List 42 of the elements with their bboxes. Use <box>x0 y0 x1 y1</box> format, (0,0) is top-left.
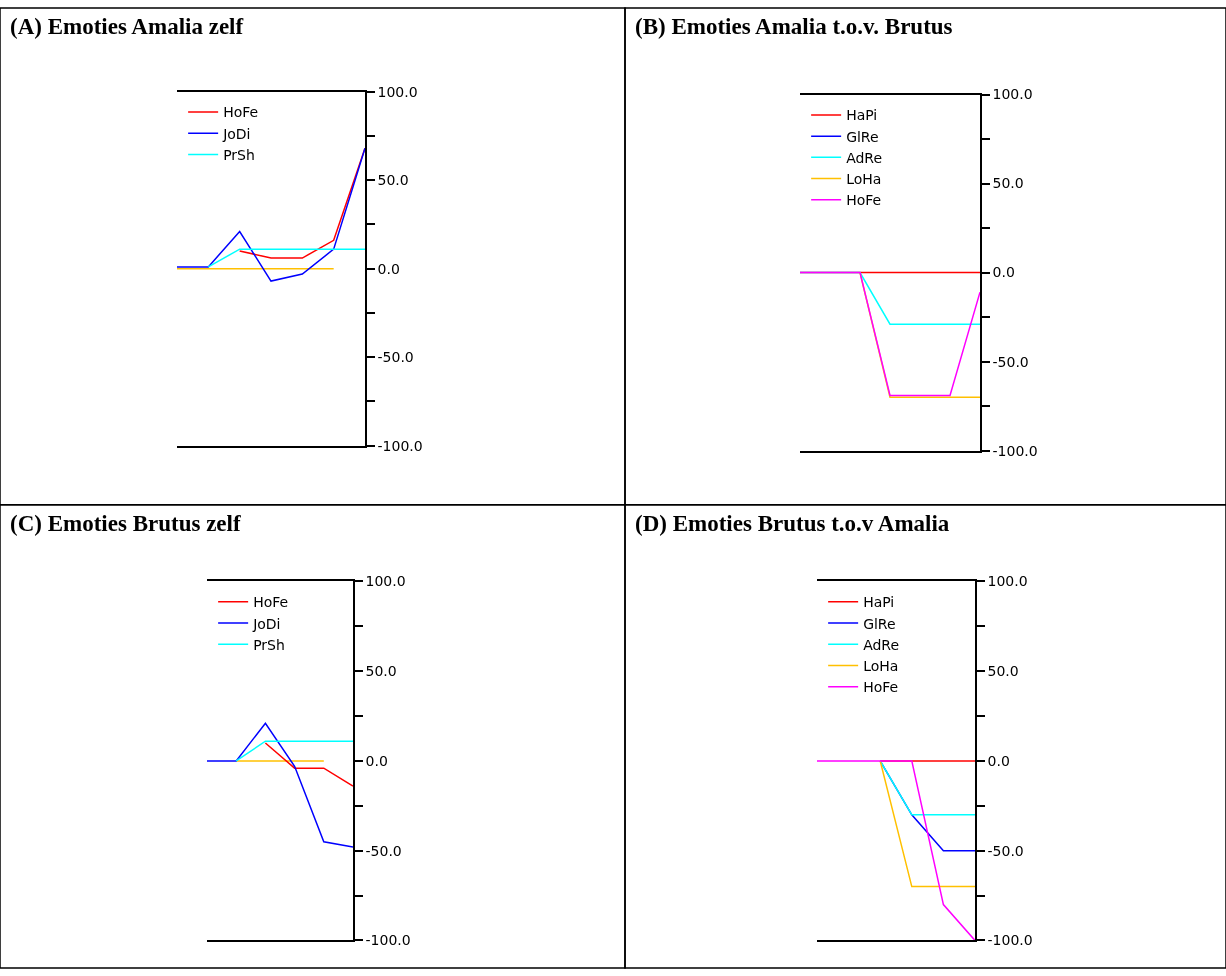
legend-label: JoDi <box>252 615 281 632</box>
legend-label: PrSh <box>223 146 255 163</box>
y-tick-label: 0.0 <box>365 752 388 769</box>
y-tick-label: -100.0 <box>377 437 423 454</box>
legend-label: GlRe <box>863 615 896 632</box>
y-tick-label: -50.0 <box>365 842 402 859</box>
legend-label: AdRe <box>863 636 900 653</box>
legend-label: HoFe <box>253 594 289 611</box>
legend-label: JoDi <box>222 125 251 142</box>
line-series <box>207 722 353 848</box>
legend-label: LoHa <box>846 171 882 188</box>
legend-label: HoFe <box>223 104 259 121</box>
legend-label: HaPi <box>846 107 878 124</box>
legend-label: AdRe <box>846 149 883 166</box>
y-tick-label: -50.0 <box>992 353 1029 370</box>
chart-title: (C) Emoties Brutus zelf <box>10 511 241 536</box>
y-tick-label: 100.0 <box>365 573 406 590</box>
legend-label: HoFe <box>846 192 882 209</box>
legend-label: GlRe <box>846 128 879 145</box>
y-tick-label: -50.0 <box>987 842 1024 859</box>
y-tick-label: -50.0 <box>377 349 414 366</box>
y-tick-label: -100.0 <box>992 442 1038 459</box>
y-tick-label: 0.0 <box>992 264 1015 281</box>
y-tick-label: 100.0 <box>992 86 1033 103</box>
y-tick-label: 100.0 <box>377 83 418 100</box>
y-tick-label: 50.0 <box>992 175 1024 192</box>
line-series <box>177 147 365 282</box>
legend-label: PrSh <box>253 636 285 653</box>
chart-title: (D) Emoties Brutus t.o.v Amalia <box>635 511 950 536</box>
legend-label: LoHa <box>863 657 899 674</box>
legend-label: HoFe <box>863 679 899 696</box>
y-tick-label: 50.0 <box>377 172 409 189</box>
chart-title: (A) Emoties Amalia zelf <box>10 14 244 39</box>
y-tick-label: 0.0 <box>377 260 400 277</box>
y-tick-label: 50.0 <box>365 663 397 680</box>
y-tick-label: -100.0 <box>365 932 411 949</box>
y-tick-label: 0.0 <box>987 752 1010 769</box>
legend-label: HaPi <box>863 594 895 611</box>
chart-title: (B) Emoties Amalia t.o.v. Brutus <box>635 14 953 39</box>
y-tick-label: 50.0 <box>987 663 1019 680</box>
y-tick-label: 100.0 <box>987 573 1028 590</box>
y-tick-label: -100.0 <box>987 932 1033 949</box>
